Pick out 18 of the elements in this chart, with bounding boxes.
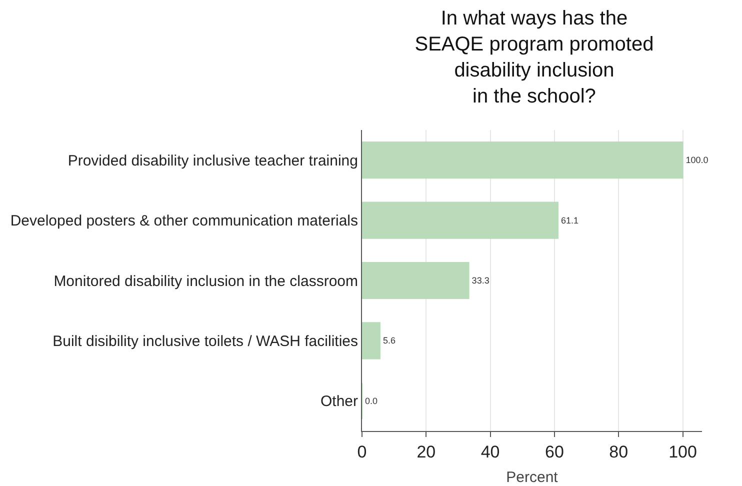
data-label: 100.0 [686,155,708,166]
x-axis-title: Percent [506,469,559,486]
y-tick-label: Other [320,393,358,410]
y-tick-label: Developed posters & other communication materials [10,212,358,230]
x-tick-label: 100 [668,442,697,462]
x-tick-label: 0 [357,442,367,462]
x-tick-label: 60 [544,442,564,462]
x-tick-label: 40 [480,442,500,462]
data-label: 5.6 [382,336,396,346]
y-tick-label: Monitored disability inclusion in the classroom [54,272,358,290]
data-label: 61.1 [560,215,579,226]
y-tick-label: Provided disability inclusive teacher training [68,152,358,170]
data-label: 33.3 [472,276,490,286]
chart-title: In what ways has the SEAQE program promoted disability inclusion in the school? [414,7,654,108]
x-tick-label: 80 [609,442,628,462]
data-label: 0.0 [365,396,378,406]
y-tick-label: Built disibility inclusive toilets / WASH facilities [52,332,358,350]
x-tick-label: 20 [416,442,436,462]
